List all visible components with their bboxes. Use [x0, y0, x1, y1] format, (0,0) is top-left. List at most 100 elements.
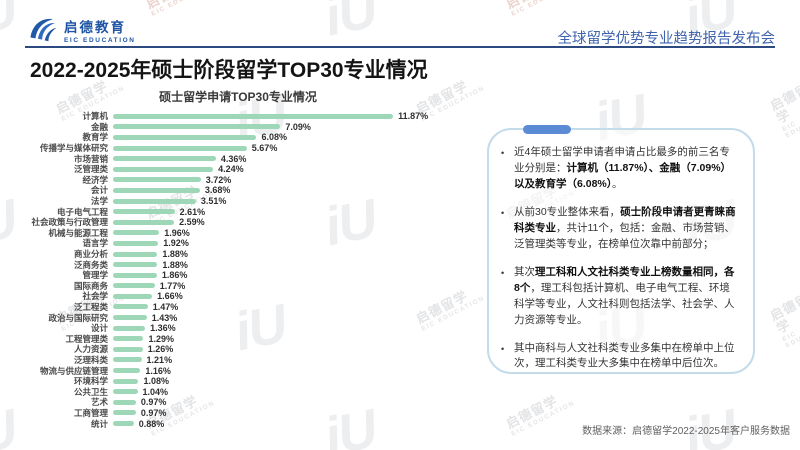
watermark-logo-glyph: iU: [319, 0, 381, 48]
bar-category-label: 社会政策与行政管理: [31, 217, 108, 228]
page-title: 2022-2025年硕士阶段留学TOP30专业情况: [30, 59, 428, 82]
bar-category-label: 管理学: [82, 270, 108, 281]
bar: [113, 325, 146, 331]
bar-category-label: 电子电气工程: [56, 206, 108, 217]
bar: [113, 124, 281, 130]
bar-category-label: 人力资源: [73, 344, 108, 355]
chart-rows: 计算机 11.87% 金融 7.09% 教育学 6.08% 传播学与媒体研究 5.67% 市场营…: [28, 111, 488, 429]
bar-category-label: 环境科学: [73, 376, 108, 387]
chart-row: 国际商务 1.77%: [28, 281, 488, 292]
bar-value-label: 1.21%: [146, 354, 173, 365]
chart-row: 语言学 1.92%: [28, 238, 488, 249]
bar: [113, 230, 160, 236]
chart-row: 管理学 1.86%: [28, 270, 488, 281]
bar: [113, 368, 141, 374]
bar: [113, 336, 144, 342]
watermark-logo-glyph: iU: [0, 0, 21, 48]
bar-category-label: 传播学与媒体研究: [39, 143, 108, 154]
header-divider: [25, 46, 775, 48]
bar-value-label: 3.68%: [204, 185, 231, 196]
bar: [113, 219, 175, 225]
bar-value-label: 1.26%: [147, 344, 174, 355]
findings-panel: • 近4年硕士留学申请者申请占比最多的前三名专业分别是：计算机（11.87%）、金…: [487, 125, 755, 374]
bar-category-label: 工商管理: [73, 407, 108, 418]
bar: [113, 389, 138, 395]
bar-category-label: 国际商务: [73, 280, 108, 291]
chart-row: 物流与供应链管理 1.16%: [28, 365, 488, 376]
event-title: 全球留学优势专业趋势报告发布会: [557, 31, 776, 47]
chart-row: 人力资源 1.26%: [28, 344, 488, 355]
bar: [113, 187, 200, 193]
chart-row: 统计 0.88%: [28, 418, 488, 429]
watermark-logo-glyph: iU: [0, 398, 21, 450]
bar-category-label: 艺术: [90, 397, 108, 408]
chart-row: 设计 1.36%: [28, 323, 488, 334]
bar-value-label: 3.72%: [205, 174, 232, 185]
bar-category-label: 社会学: [82, 291, 108, 302]
bullet-marker: •: [501, 148, 505, 158]
bar: [113, 399, 136, 405]
chart-row: 会计 3.68%: [28, 185, 488, 196]
bullet-marker: •: [501, 207, 505, 218]
bar-chart: 硕士留学申请TOP30专业情况 计算机 11.87% 金融 7.09% 教育学 6.08%…: [28, 88, 488, 429]
bar: [113, 145, 247, 151]
bar: [113, 166, 214, 172]
bullet-text: 其次理工科和人文社科类专业上榜数量相同，各8个，理工科包括计算机、电子电气工程、…: [514, 265, 735, 326]
bullet-text: 近4年硕士留学申请者申请占比最多的前三名专业分别是：计算机（11.87%）、金融…: [514, 146, 732, 190]
bar-category-label: 统计: [90, 418, 108, 429]
bullet-marker: •: [501, 343, 505, 354]
bar-category-label: 商业分析: [73, 249, 108, 260]
bar: [113, 251, 158, 257]
bar-value-label: 0.97%: [140, 407, 167, 418]
bar-value-label: 3.51%: [200, 196, 227, 207]
chart-row: 工商管理 0.97%: [28, 408, 488, 419]
bar-value-label: 7.09%: [285, 121, 311, 132]
bar: [113, 177, 201, 183]
chart-row: 商业分析 1.88%: [28, 249, 488, 260]
bar-category-label: 语言学: [82, 238, 108, 249]
bar-value-label: 1.88%: [162, 259, 188, 270]
eic-logo-text: 启德教育 EIC EDUCATION: [64, 16, 136, 44]
bar-value-label: 1.47%: [152, 301, 179, 312]
bar-value-label: 1.96%: [164, 227, 190, 238]
bar-category-label: 政治与国际研究: [48, 312, 108, 323]
panel-accent-pill: [523, 125, 571, 134]
bar-value-label: 1.36%: [150, 323, 176, 334]
bar-category-label: 设计: [90, 323, 108, 334]
bar-category-label: 计算机: [82, 111, 108, 122]
chart-row: 市场营销 4.36%: [28, 153, 488, 164]
bar: [113, 315, 147, 321]
bar-category-label: 工程管理类: [65, 333, 108, 344]
bar: [113, 240, 159, 246]
bar-category-label: 金融: [90, 121, 108, 132]
bar-value-label: 0.88%: [138, 418, 165, 429]
chart-row: 社会学 1.66%: [28, 291, 488, 302]
chart-title: 硕士留学申请TOP30专业情况: [159, 90, 317, 104]
bar-category-label: 物流与供应链管理: [39, 365, 108, 376]
chart-row: 泛管理类 4.24%: [28, 164, 488, 175]
bullet-text: 其中商科与人文社科类专业多集中在榜单中上位次，理工科类专业大多集中在榜单中后位次…: [514, 341, 735, 370]
bar: [113, 198, 196, 204]
bar-category-label: 会计: [90, 185, 108, 196]
bar-value-label: 1.29%: [148, 333, 174, 344]
bar-value-label: 2.59%: [179, 217, 205, 228]
logo-subtitle: EIC EDUCATION: [64, 37, 136, 44]
chart-row: 经济学 3.72%: [28, 175, 488, 186]
bar-category-label: 泛商务类: [73, 259, 108, 270]
bar-category-label: 经济学: [82, 174, 108, 185]
bar-category-label: 教育学: [82, 132, 108, 143]
bar: [113, 113, 394, 119]
bar-value-label: 1.77%: [159, 280, 186, 291]
bullet-item: • 近4年硕士留学申请者申请占比最多的前三名专业分别是：计算机（11.87%）、金…: [501, 145, 737, 193]
bar: [113, 378, 139, 384]
bar-value-label: 1.04%: [142, 386, 169, 397]
chart-row: 机械与能源工程 1.96%: [28, 228, 488, 239]
chart-row: 电子电气工程 2.61%: [28, 206, 488, 217]
bar-value-label: 5.67%: [251, 143, 278, 154]
eic-logo: 启德教育 EIC EDUCATION: [28, 15, 136, 45]
bar-category-label: 泛理科类: [73, 354, 108, 365]
chart-row: 法学 3.51%: [28, 196, 488, 207]
chart-row: 政治与国际研究 1.43%: [28, 312, 488, 323]
bar-value-label: 1.08%: [143, 376, 170, 387]
